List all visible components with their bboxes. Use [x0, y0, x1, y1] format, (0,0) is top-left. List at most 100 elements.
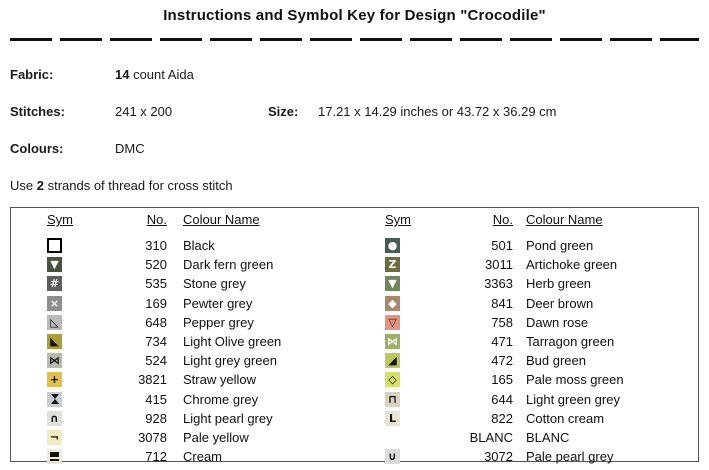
- key-column-right: Sym No. Colour Name ● 501 Pond green Z 3…: [363, 211, 698, 465]
- stitches-row: Stitches: 241 x 200 Size: 17.21 x 14.29 …: [10, 105, 709, 119]
- colour-name: Bud green: [526, 353, 586, 369]
- symbol-cell: ⋈: [47, 353, 109, 369]
- symbol-cell: +: [47, 372, 109, 388]
- symbol-cell: L: [385, 410, 447, 426]
- symbol-cell: ▼: [47, 257, 109, 273]
- stitch-symbol-icon: ◺: [47, 314, 62, 330]
- colour-name: Chrome grey: [183, 391, 259, 407]
- colour-name: Light grey green: [183, 353, 277, 369]
- symbol-cell: ×: [47, 295, 109, 311]
- strands-post: strands of thread for cross stitch: [43, 178, 233, 193]
- colour-name: Straw yellow: [183, 372, 256, 388]
- symbol-cell: [47, 238, 109, 254]
- colours-label: Colours:: [10, 141, 64, 156]
- key-rows-right: ● 501 Pond green Z 3011 Artichoke green …: [385, 236, 698, 466]
- stitch-symbol-icon: Z: [385, 257, 400, 273]
- dmc-number: 648: [145, 314, 167, 330]
- symbol-cell: Z: [385, 257, 447, 273]
- dashed-divider: [10, 38, 699, 41]
- colour-name: Light Olive green: [183, 334, 282, 350]
- symbol-cell: #: [47, 276, 109, 292]
- colour-name: Light green grey: [526, 391, 620, 407]
- dmc-number: 3078: [138, 429, 167, 445]
- dmc-number: 520: [145, 257, 167, 273]
- symbol-cell: ●: [385, 238, 447, 254]
- pattern-info: Fabric: 14 count Aida Stitches: 241 x 20…: [10, 68, 709, 156]
- strands-note: Use 2 strands of thread for cross stitch: [10, 179, 709, 193]
- stitch-symbol-icon: [47, 449, 62, 465]
- fabric-value: 14 count Aida: [115, 68, 268, 82]
- dmc-number: 841: [491, 295, 513, 311]
- header-no: No.: [146, 212, 167, 227]
- stitches-value: 241 x 200: [115, 104, 173, 119]
- dmc-number: 415: [145, 391, 167, 407]
- dmc-number: 758: [491, 314, 513, 330]
- stitch-symbol-icon: #: [47, 276, 62, 292]
- symbol-cell: ▼: [385, 276, 447, 292]
- colour-name: Pond green: [526, 238, 594, 254]
- header-colour-name: Colour Name: [183, 212, 260, 227]
- dmc-number: 165: [491, 372, 513, 388]
- key-rows-left: 310 Black ▼ 520 Dark fern green # 535 St…: [47, 236, 363, 466]
- colour-name: Pewter grey: [183, 295, 253, 311]
- colour-name: BLANC: [526, 429, 570, 445]
- colour-name: Deer brown: [526, 295, 594, 311]
- strands-count: 2: [36, 178, 44, 193]
- key-column-left: Sym No. Colour Name 310 Black ▼ 520 Dark…: [11, 211, 363, 465]
- colour-name: Pale pearl grey: [526, 449, 614, 465]
- colour-name: Pale moss green: [526, 372, 624, 388]
- symbol-cell: ▽: [385, 314, 447, 330]
- colour-name: Herb green: [526, 276, 592, 292]
- colour-name: Artichoke green: [526, 257, 618, 273]
- dmc-number: 3072: [484, 449, 513, 465]
- colours-row: Colours: DMC: [10, 142, 709, 156]
- header-sym: Sym: [47, 212, 73, 227]
- stitch-symbol-icon: ◣: [47, 334, 62, 350]
- fabric-label: Fabric:: [10, 67, 54, 82]
- stitch-symbol-icon: L: [385, 410, 400, 426]
- stitch-symbol-icon: [385, 429, 400, 445]
- dmc-number: 471: [491, 334, 513, 350]
- dmc-number: 734: [145, 334, 167, 350]
- colour-name: Light pearl grey: [183, 410, 273, 426]
- symbol-cell: [47, 391, 109, 407]
- dmc-number: 501: [491, 238, 513, 254]
- size-value: 17.21 x 14.29 inches or 43.72 x 36.29 cm: [318, 104, 557, 119]
- colours-value: DMC: [115, 141, 145, 156]
- stitch-symbol-icon: ▽: [385, 314, 400, 330]
- symbol-cell: ¬: [47, 429, 109, 445]
- stitches-label: Stitches:: [10, 104, 65, 119]
- dmc-number: 822: [491, 410, 513, 426]
- stitch-symbol-icon: ∩: [47, 410, 62, 426]
- stitch-symbol-icon: ▼: [47, 257, 62, 273]
- symbol-cell: ⋈: [385, 334, 447, 350]
- symbol-cell: ∪: [385, 449, 447, 465]
- colour-name: Dawn rose: [526, 314, 589, 330]
- dmc-number: 712: [145, 449, 167, 465]
- stitch-symbol-icon: ●: [385, 238, 400, 254]
- fabric-row: Fabric: 14 count Aida: [10, 68, 709, 82]
- page-title: Instructions and Symbol Key for Design "…: [163, 7, 546, 24]
- fabric-count: 14: [115, 67, 130, 82]
- stitch-symbol-icon: ⋈: [385, 334, 400, 350]
- symbol-cell: ∩: [47, 410, 109, 426]
- symbol-cell: ◆: [385, 295, 447, 311]
- colour-name: Tarragon green: [526, 334, 615, 350]
- stitch-symbol-icon: ¬: [47, 429, 62, 445]
- key-header-left: Sym No. Colour Name: [47, 211, 363, 228]
- symbol-cell: ◣: [47, 334, 109, 350]
- stitch-symbol-icon: ▼: [385, 276, 400, 292]
- dmc-number: 535: [145, 276, 167, 292]
- fabric-rest: count Aida: [129, 67, 194, 82]
- symbol-cell: ◇: [385, 372, 447, 388]
- stitch-symbol-icon: ◢: [385, 353, 400, 369]
- symbol-cell: [385, 429, 447, 445]
- symbol-cell: ⊓: [385, 391, 447, 407]
- stitch-symbol-icon: ⋈: [47, 353, 62, 369]
- dmc-number: 169: [145, 295, 167, 311]
- key-header-right: Sym No. Colour Name: [385, 211, 698, 228]
- dmc-number: 3011: [485, 257, 513, 273]
- header-sym: Sym: [385, 212, 411, 227]
- stitch-symbol-icon: +: [47, 372, 62, 388]
